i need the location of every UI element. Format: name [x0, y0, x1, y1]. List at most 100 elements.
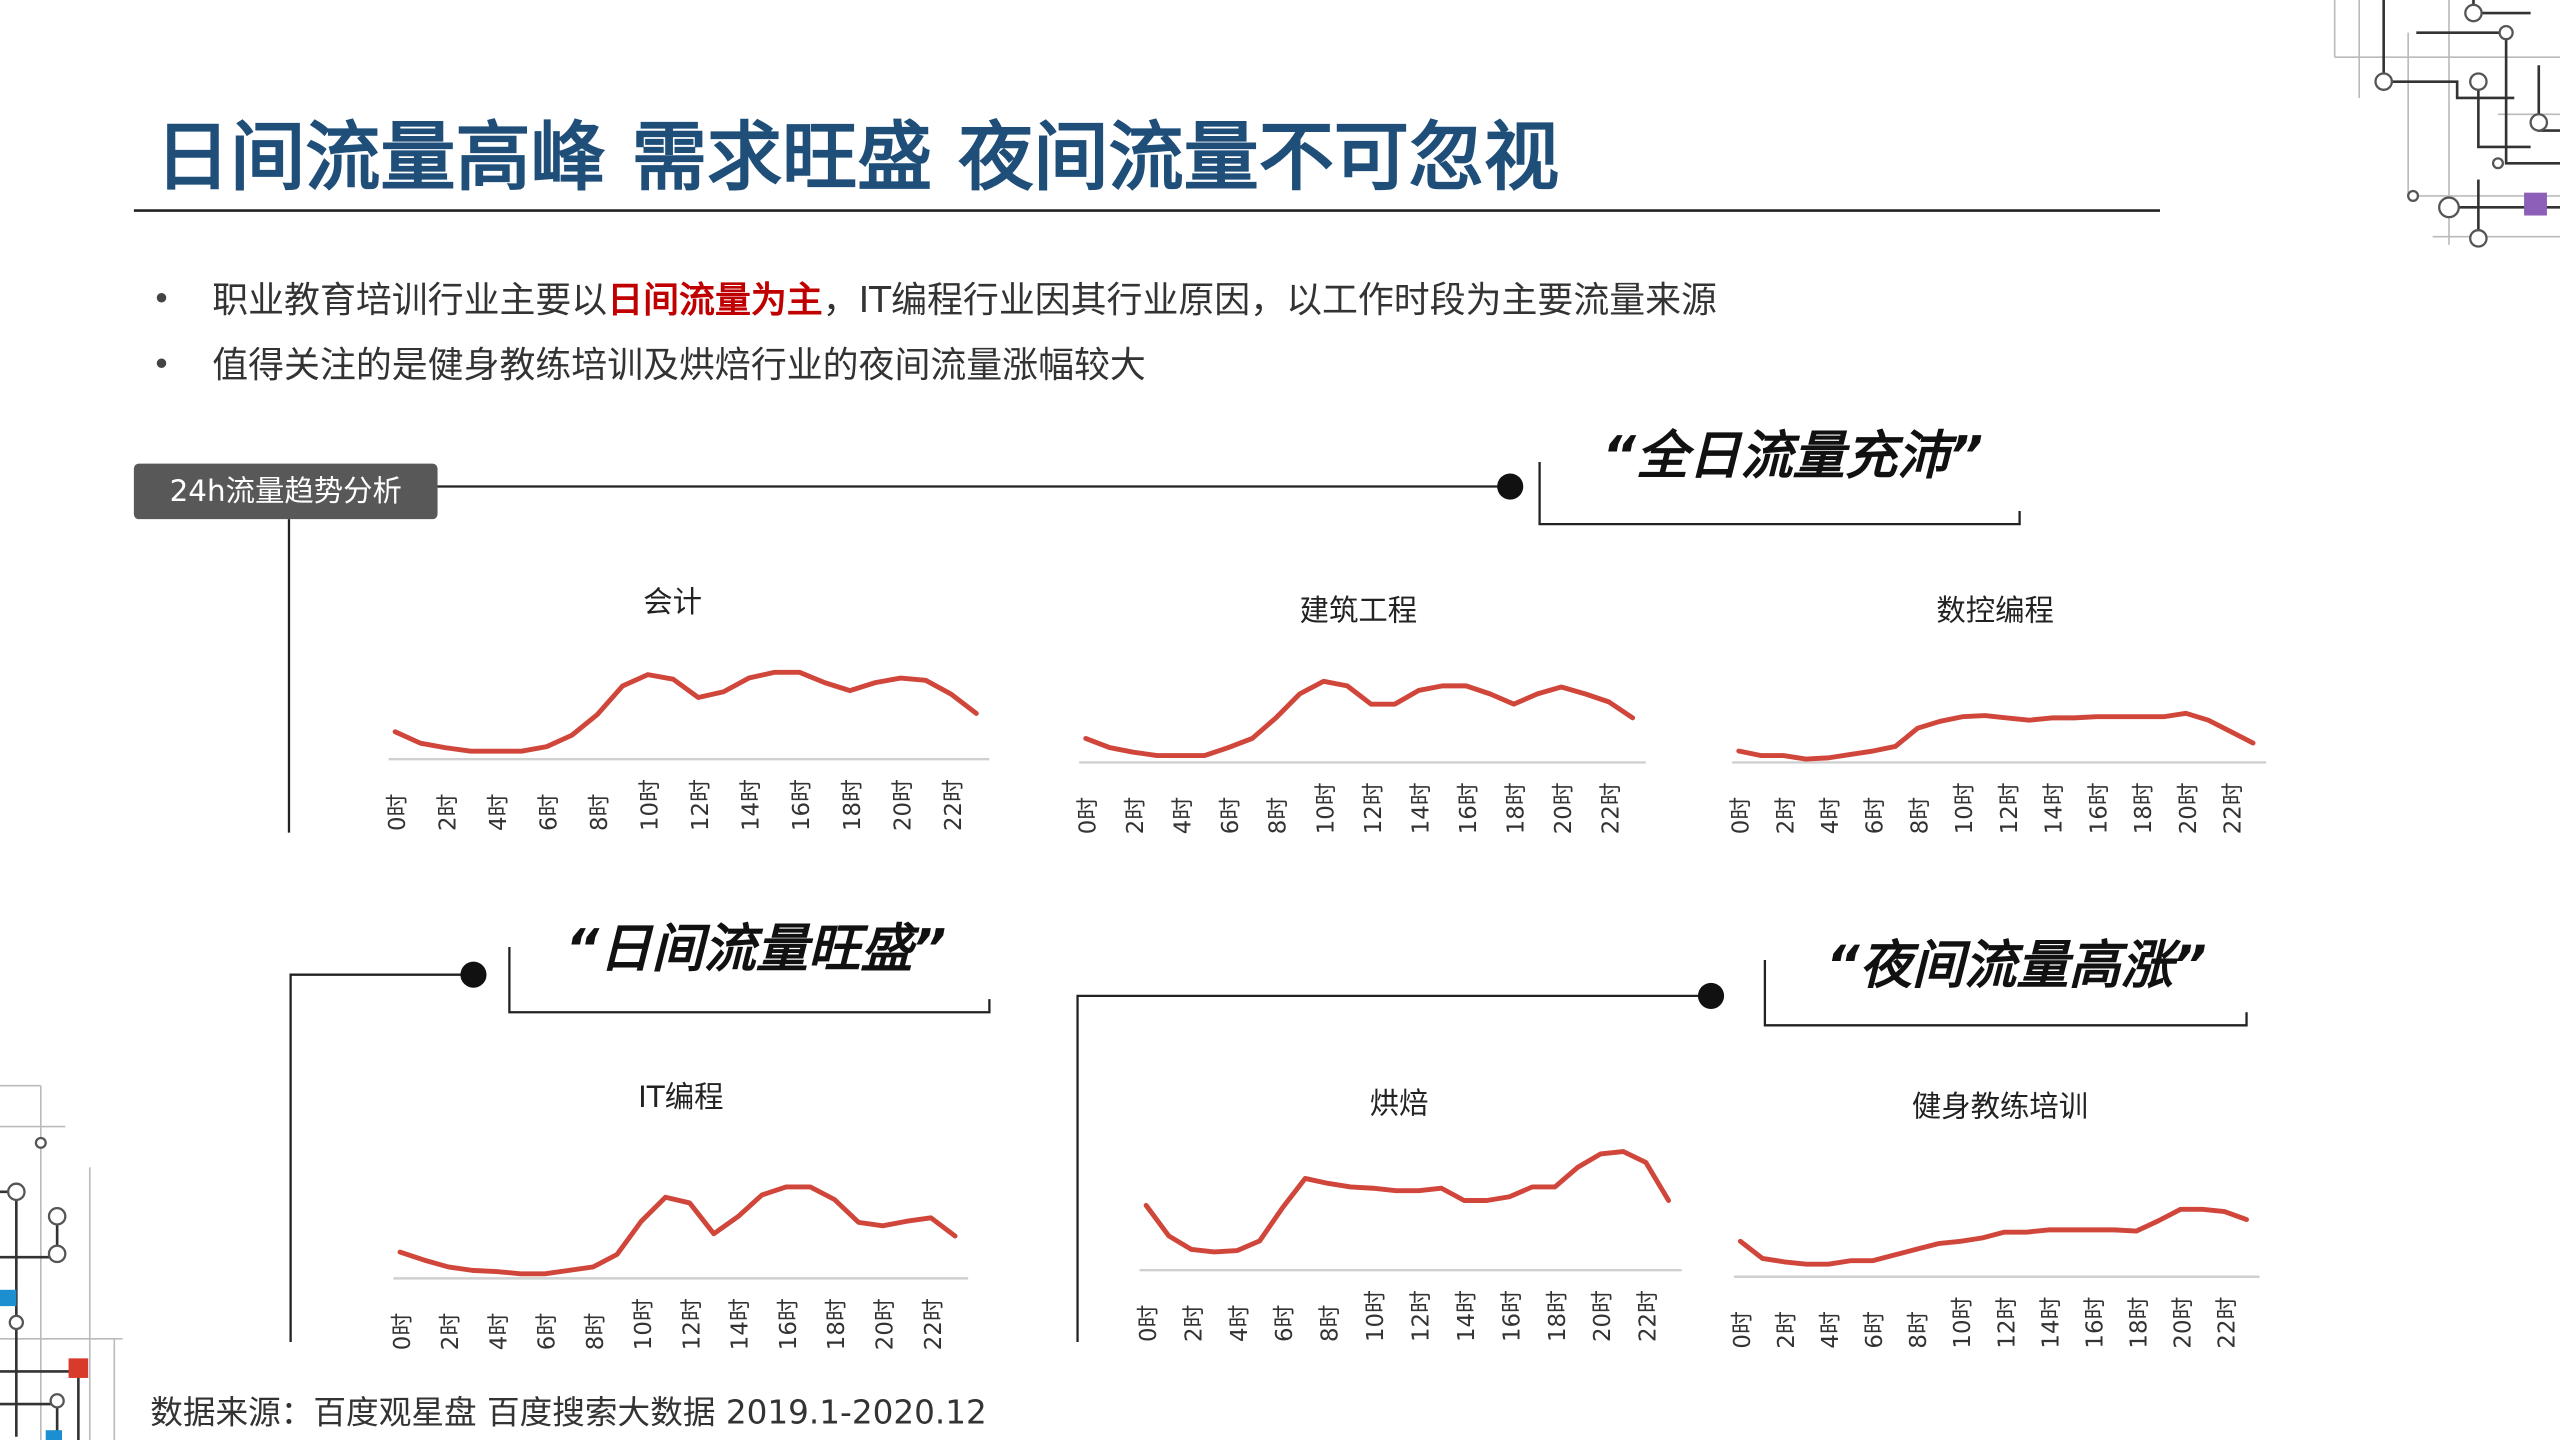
chart-title: 数控编程: [1936, 593, 2054, 627]
x-tick-label: 18时: [2131, 782, 2157, 834]
x-tick-label: 8时: [1318, 1305, 1344, 1342]
x-tick-label: 18时: [1504, 782, 1530, 834]
x-tick-label: 16时: [1456, 782, 1482, 834]
x-tick-label: 12时: [1409, 1290, 1435, 1342]
x-tick-label: 2时: [1123, 797, 1149, 834]
x-tick-label: 6时: [1862, 1311, 1888, 1348]
chart-title: 烘焙: [1370, 1086, 1429, 1120]
x-tick-label: 8时: [1906, 1311, 1932, 1348]
x-tick-label: 6时: [537, 794, 563, 831]
mini-chart: 健身教练培训 0时 2时 4时 6时 8时 10时 12时 14时 16时 18时 20时 22时: [1730, 1090, 2260, 1349]
bullet-dot: •: [152, 346, 171, 384]
x-tick-label: 10时: [631, 1298, 657, 1350]
mini-chart: 建筑工程 0时 2时 4时 6时 8时 10时 12时 14时 16时 18时 20时 22时: [1076, 593, 1646, 834]
mini-chart: 会计 0时 2时 4时 6时 8时 10时 12时 14时 16时 18时 20时 22时: [385, 585, 990, 831]
bullet-text: 值得关注的是健身教练培训及烘焙行业的夜间流量涨幅较大: [212, 345, 1146, 386]
x-tick-label: 14时: [1454, 1290, 1480, 1342]
bullet-dot: •: [152, 280, 171, 318]
x-tick-label: 6时: [1863, 797, 1889, 834]
x-tick-label: 12时: [688, 779, 714, 831]
x-tick-label: 8时: [1266, 797, 1292, 834]
x-tick-label: 8时: [587, 794, 613, 831]
x-tick-label: 4时: [1227, 1305, 1253, 1342]
chart-title: 建筑工程: [1300, 593, 1418, 627]
x-tick-label: 2时: [435, 794, 461, 831]
trend-line: [1736, 710, 2256, 762]
circuit-decoration: [0, 1084, 123, 1440]
x-tick-label: 20时: [872, 1298, 898, 1350]
mini-chart: 烘焙 0时 2时 4时 6时 8时 10时 12时 14时 16时 18时 20时 22时: [1136, 1086, 1682, 1342]
x-tick-label: 12时: [1997, 782, 2023, 834]
x-tick-label: 22时: [921, 1298, 947, 1350]
x-tick-label: 12时: [1361, 782, 1387, 834]
bullet-highlight: 日间流量为主: [607, 280, 822, 321]
x-tick-label: 0时: [1729, 797, 1755, 834]
x-tick-label: 16时: [789, 779, 815, 831]
bullet-run: 值得关注的是健身教练培训及烘焙行业的夜间流量涨幅较大: [212, 345, 1146, 386]
x-tick-label: 18时: [840, 779, 866, 831]
x-tick-label: 20时: [1590, 1290, 1616, 1342]
circuit-decoration: [2333, 0, 2560, 248]
x-tick-label: 6时: [535, 1313, 561, 1350]
x-tick-label: 22时: [1636, 1290, 1662, 1342]
x-tick-label: 0时: [390, 1313, 416, 1350]
chart-title: IT编程: [638, 1080, 723, 1114]
x-tick-label: 18时: [824, 1298, 850, 1350]
quote: “日间流量旺盛”: [566, 920, 947, 980]
x-tick-label: 10时: [1313, 782, 1339, 834]
connector-dot: [1497, 473, 1524, 500]
x-tick-label: 12时: [1994, 1297, 2020, 1349]
x-tick-label: 4时: [486, 1313, 512, 1350]
x-tick-label: 22时: [2214, 1297, 2240, 1349]
x-tick-label: 8时: [1907, 797, 1933, 834]
x-tick-label: 0时: [1076, 797, 1102, 834]
x-tick-label: 2时: [1181, 1305, 1207, 1342]
connector-dot: [1697, 982, 1725, 1009]
x-tick-label: 22时: [941, 779, 967, 831]
trend-line: [1143, 1149, 1672, 1255]
x-tick-label: 0时: [1136, 1305, 1162, 1342]
quote: “全日流量充沛”: [1602, 426, 1983, 486]
x-tick-label: 16时: [2086, 782, 2112, 834]
x-tick-label: 0时: [1730, 1311, 1756, 1348]
trend-line: [397, 1184, 958, 1277]
x-tick-label: 14时: [2038, 1297, 2064, 1349]
trend-line: [392, 669, 979, 754]
trend-line: [1737, 1206, 2249, 1267]
bullet-text: 职业教育培训行业主要以日间流量为主，IT编程行业因其行业原因，以工作时段为主要流…: [212, 280, 1717, 321]
x-tick-label: 6时: [1272, 1305, 1298, 1342]
chart-title: 健身教练培训: [1912, 1090, 2088, 1124]
x-tick-label: 16时: [1499, 1290, 1525, 1342]
x-tick-label: 14时: [1408, 782, 1434, 834]
x-tick-label: 6时: [1218, 797, 1244, 834]
x-tick-label: 4时: [1818, 1311, 1844, 1348]
chart-title: 会计: [643, 585, 702, 619]
x-tick-label: 22时: [2220, 782, 2246, 834]
x-tick-label: 16时: [776, 1298, 802, 1350]
x-tick-label: 10时: [1952, 782, 1978, 834]
mini-chart: IT编程 0时 2时 4时 6时 8时 10时 12时 14时 16时 18时 20时 22时: [390, 1080, 969, 1350]
quote: “夜间流量高涨”: [1826, 936, 2207, 996]
x-tick-label: 12时: [679, 1298, 705, 1350]
x-tick-label: 2时: [1773, 797, 1799, 834]
x-tick-label: 2时: [1774, 1311, 1800, 1348]
x-tick-label: 10时: [1363, 1290, 1389, 1342]
x-tick-label: 18时: [2126, 1297, 2152, 1349]
x-tick-label: 4时: [486, 794, 512, 831]
x-tick-label: 2时: [438, 1313, 464, 1350]
tag-box: [133, 463, 438, 520]
slide-title: 日间流量高峰 需求旺盛 夜间流量不可忽视: [155, 113, 1559, 201]
x-tick-label: 14时: [2042, 782, 2068, 834]
x-tick-label: 18时: [1545, 1290, 1571, 1342]
x-tick-label: 20时: [2176, 782, 2202, 834]
source-note: 数据来源：百度观星盘 百度搜索大数据 2019.1-2020.12: [150, 1394, 987, 1432]
trend-line: [1083, 678, 1636, 759]
connector-dot: [460, 961, 487, 988]
x-tick-label: 10时: [638, 779, 664, 831]
x-tick-label: 14时: [728, 1298, 754, 1350]
x-tick-label: 20时: [1551, 782, 1577, 834]
x-tick-label: 20时: [890, 779, 916, 831]
tag-label: 24h流量趋势分析: [170, 474, 402, 508]
mini-chart: 数控编程 0时 2时 4时 6时 8时 10时 12时 14时 16时 18时 20时 22时: [1729, 593, 2267, 834]
